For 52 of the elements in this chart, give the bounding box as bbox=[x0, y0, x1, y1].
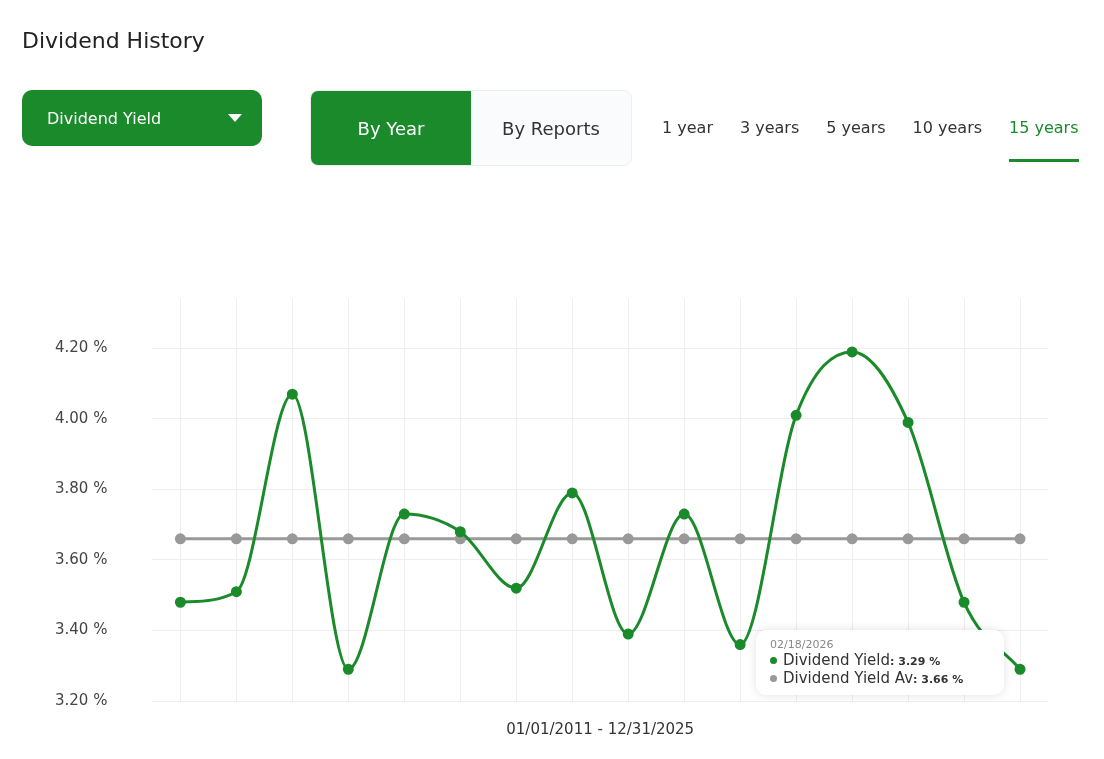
point bbox=[902, 533, 914, 545]
chart-title: Dividend History bbox=[22, 28, 205, 53]
point bbox=[510, 582, 522, 594]
text: 15 years bbox=[1009, 118, 1079, 162]
point bbox=[566, 533, 578, 545]
point bbox=[174, 533, 186, 545]
annotation: : 3.66 % bbox=[913, 673, 964, 686]
point bbox=[958, 533, 970, 545]
point bbox=[678, 508, 690, 520]
text: 3 years bbox=[739, 118, 800, 139]
point bbox=[958, 596, 970, 608]
point bbox=[230, 533, 242, 545]
point bbox=[566, 487, 578, 499]
x-axis-title: 01/01/2011 - 12/31/2025 bbox=[506, 720, 695, 739]
y-tick-label: 3.40 % bbox=[55, 620, 108, 639]
point bbox=[734, 639, 746, 651]
point bbox=[398, 508, 410, 520]
y-tick-label: 4.20 % bbox=[55, 338, 108, 357]
point bbox=[678, 533, 690, 545]
y-tick-label: 3.60 % bbox=[55, 549, 108, 568]
text: 10 years bbox=[912, 118, 983, 139]
point bbox=[902, 416, 914, 428]
point bbox=[622, 628, 634, 640]
y-tick-label: 3.20 % bbox=[55, 690, 108, 709]
point bbox=[1014, 663, 1026, 675]
point bbox=[1014, 533, 1026, 545]
point bbox=[286, 533, 298, 545]
text: 1 year bbox=[662, 118, 713, 139]
text: 5 years bbox=[826, 118, 886, 139]
point bbox=[454, 526, 466, 538]
point bbox=[398, 533, 410, 545]
text: By Reports bbox=[471, 91, 631, 165]
legend-label: Dividend Yield Av bbox=[783, 669, 914, 687]
point bbox=[790, 409, 802, 421]
legend-label: Dividend Yield bbox=[783, 651, 891, 669]
text: By Year bbox=[311, 91, 471, 165]
point bbox=[342, 663, 354, 675]
annotation: 02/18/2026 bbox=[770, 638, 835, 651]
annotation: : 3.29 % bbox=[890, 655, 941, 668]
point bbox=[230, 586, 242, 598]
point bbox=[286, 388, 298, 400]
point bbox=[342, 533, 354, 545]
y-tick-label: 4.00 % bbox=[55, 408, 108, 427]
point bbox=[790, 533, 802, 545]
point bbox=[734, 533, 746, 545]
point bbox=[846, 346, 858, 358]
point bbox=[510, 533, 522, 545]
point bbox=[622, 533, 634, 545]
point bbox=[846, 533, 858, 545]
y-tick-label: 3.80 % bbox=[55, 479, 108, 498]
point bbox=[174, 596, 186, 608]
text: Dividend Yield bbox=[22, 90, 262, 146]
